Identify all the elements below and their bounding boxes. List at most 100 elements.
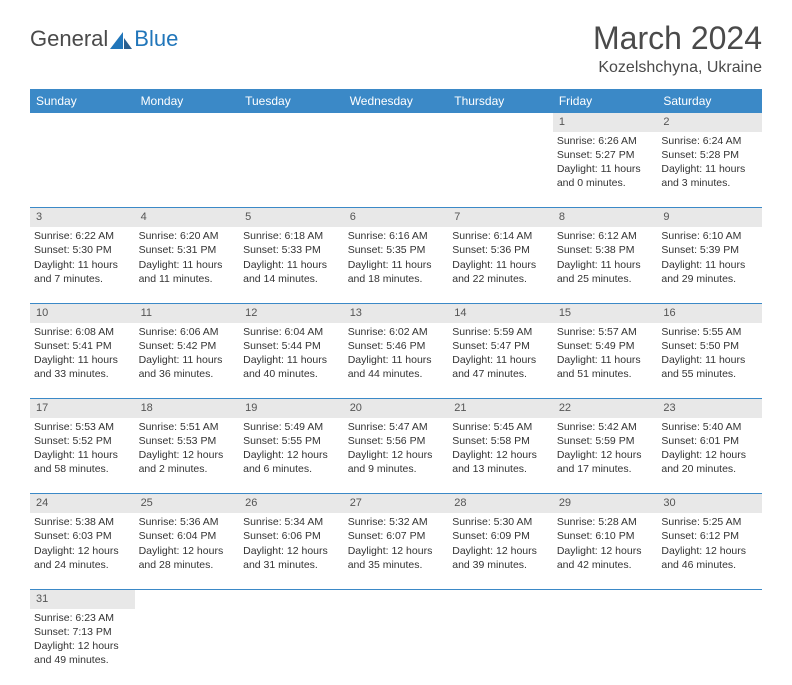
daylight-text: Daylight: 12 hours [139,448,236,462]
weekday-header: Thursday [448,89,553,113]
daylight-text: Daylight: 11 hours [661,353,758,367]
daynum-row: 24252627282930 [30,494,762,513]
daylight-text: and 29 minutes. [661,272,758,286]
daylight-text: and 2 minutes. [139,462,236,476]
daylight-text: and 33 minutes. [34,367,131,381]
sunrise-text: Sunrise: 6:23 AM [34,611,131,625]
day-cell: Sunrise: 5:45 AMSunset: 5:58 PMDaylight:… [448,418,553,494]
weekday-header: Sunday [30,89,135,113]
day-cell: Sunrise: 6:08 AMSunset: 5:41 PMDaylight:… [30,323,135,399]
day-number-cell [344,113,449,132]
sunrise-text: Sunrise: 6:10 AM [661,229,758,243]
daylight-text: Daylight: 12 hours [452,544,549,558]
daylight-text: and 7 minutes. [34,272,131,286]
day-number-cell: 19 [239,399,344,418]
day-number-cell: 20 [344,399,449,418]
day-cell [344,132,449,208]
day-number-cell [553,589,658,608]
sunrise-text: Sunrise: 5:28 AM [557,515,654,529]
sunrise-text: Sunrise: 5:49 AM [243,420,340,434]
sunset-text: Sunset: 5:53 PM [139,434,236,448]
day-number-cell: 11 [135,303,240,322]
daylight-text: Daylight: 12 hours [243,544,340,558]
sunrise-text: Sunrise: 6:16 AM [348,229,445,243]
daylight-text: Daylight: 12 hours [661,448,758,462]
daylight-text: and 58 minutes. [34,462,131,476]
daylight-text: Daylight: 12 hours [557,544,654,558]
daylight-text: and 17 minutes. [557,462,654,476]
day-number-cell [344,589,449,608]
sunset-text: Sunset: 5:33 PM [243,243,340,257]
day-cell [657,609,762,685]
daylight-text: and 11 minutes. [139,272,236,286]
sunset-text: Sunset: 5:50 PM [661,339,758,353]
day-number-cell: 31 [30,589,135,608]
day-number-cell [657,589,762,608]
daylight-text: and 55 minutes. [661,367,758,381]
weekday-header: Tuesday [239,89,344,113]
daylight-text: Daylight: 12 hours [348,544,445,558]
daylight-text: and 3 minutes. [661,176,758,190]
daylight-text: Daylight: 11 hours [243,353,340,367]
sunrise-text: Sunrise: 6:04 AM [243,325,340,339]
daylight-text: Daylight: 12 hours [139,544,236,558]
sunrise-text: Sunrise: 5:47 AM [348,420,445,434]
daylight-text: and 36 minutes. [139,367,236,381]
sunset-text: Sunset: 5:49 PM [557,339,654,353]
sunset-text: Sunset: 6:04 PM [139,529,236,543]
sunset-text: Sunset: 5:46 PM [348,339,445,353]
sunset-text: Sunset: 5:58 PM [452,434,549,448]
day-cell: Sunrise: 5:32 AMSunset: 6:07 PMDaylight:… [344,513,449,589]
daynum-row: 10111213141516 [30,303,762,322]
sunrise-text: Sunrise: 6:26 AM [557,134,654,148]
day-number-cell: 6 [344,208,449,227]
sunrise-text: Sunrise: 5:34 AM [243,515,340,529]
day-number-cell [30,113,135,132]
day-cell: Sunrise: 5:49 AMSunset: 5:55 PMDaylight:… [239,418,344,494]
daylight-text: Daylight: 12 hours [34,639,131,653]
daylight-text: Daylight: 11 hours [34,353,131,367]
daylight-text: Daylight: 11 hours [34,448,131,462]
sunrise-text: Sunrise: 5:25 AM [661,515,758,529]
day-cell [344,609,449,685]
day-cell: Sunrise: 5:51 AMSunset: 5:53 PMDaylight:… [135,418,240,494]
day-number-cell: 10 [30,303,135,322]
daynum-row: 12 [30,113,762,132]
day-cell: Sunrise: 5:36 AMSunset: 6:04 PMDaylight:… [135,513,240,589]
day-cell [553,609,658,685]
daylight-text: and 51 minutes. [557,367,654,381]
day-cell [448,609,553,685]
content-row: Sunrise: 6:08 AMSunset: 5:41 PMDaylight:… [30,323,762,399]
sunset-text: Sunset: 6:09 PM [452,529,549,543]
sunrise-text: Sunrise: 5:45 AM [452,420,549,434]
sunset-text: Sunset: 5:44 PM [243,339,340,353]
day-cell: Sunrise: 6:24 AMSunset: 5:28 PMDaylight:… [657,132,762,208]
daylight-text: and 13 minutes. [452,462,549,476]
day-cell: Sunrise: 5:34 AMSunset: 6:06 PMDaylight:… [239,513,344,589]
sunrise-text: Sunrise: 6:22 AM [34,229,131,243]
daylight-text: and 42 minutes. [557,558,654,572]
sunrise-text: Sunrise: 5:38 AM [34,515,131,529]
day-number-cell: 24 [30,494,135,513]
sunset-text: Sunset: 5:55 PM [243,434,340,448]
day-number-cell: 1 [553,113,658,132]
daylight-text: Daylight: 11 hours [348,258,445,272]
day-cell: Sunrise: 6:04 AMSunset: 5:44 PMDaylight:… [239,323,344,399]
day-number-cell: 2 [657,113,762,132]
day-cell: Sunrise: 6:22 AMSunset: 5:30 PMDaylight:… [30,227,135,303]
sunrise-text: Sunrise: 5:57 AM [557,325,654,339]
sunset-text: Sunset: 5:30 PM [34,243,131,257]
day-cell [239,132,344,208]
day-number-cell: 27 [344,494,449,513]
daylight-text: Daylight: 12 hours [452,448,549,462]
day-cell: Sunrise: 5:28 AMSunset: 6:10 PMDaylight:… [553,513,658,589]
daylight-text: Daylight: 11 hours [661,162,758,176]
day-cell: Sunrise: 5:38 AMSunset: 6:03 PMDaylight:… [30,513,135,589]
daylight-text: and 14 minutes. [243,272,340,286]
content-row: Sunrise: 6:26 AMSunset: 5:27 PMDaylight:… [30,132,762,208]
daylight-text: Daylight: 11 hours [557,258,654,272]
brand-part2: Blue [134,26,178,52]
weekday-header-row: SundayMondayTuesdayWednesdayThursdayFrid… [30,89,762,113]
day-cell: Sunrise: 5:53 AMSunset: 5:52 PMDaylight:… [30,418,135,494]
content-row: Sunrise: 5:38 AMSunset: 6:03 PMDaylight:… [30,513,762,589]
